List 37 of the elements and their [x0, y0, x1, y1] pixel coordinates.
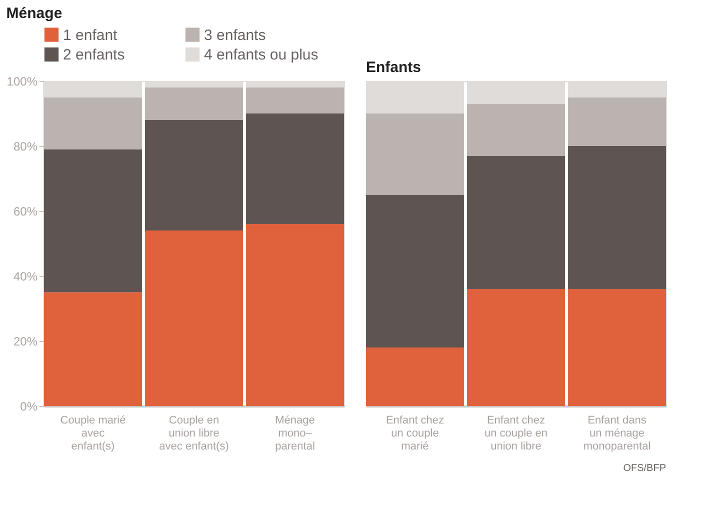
y-tick-label: 0% [20, 400, 38, 414]
bar [246, 114, 344, 224]
bar [246, 88, 344, 114]
bar [246, 224, 344, 406]
bar [366, 114, 464, 195]
x-tick-label: Couple marié avec enfant(s) [60, 414, 126, 452]
bar [145, 230, 243, 406]
bar [568, 146, 666, 289]
legend-label: 2 enfants [63, 46, 125, 64]
bar [467, 289, 565, 406]
y-tick-label: 60% [13, 204, 38, 218]
y-tick-label: 100% [6, 74, 38, 88]
x-tick-label: Ménage mono– parental [275, 414, 315, 452]
bar [366, 348, 464, 406]
y-tick-label: 80% [13, 140, 38, 154]
bar [467, 104, 565, 156]
bar [145, 88, 243, 120]
x-tick-label: Enfant dans un ménage monoparental [583, 414, 651, 452]
bar [366, 194, 464, 348]
bar [568, 289, 666, 406]
x-tick-label: Enfant chez un couple marié [386, 414, 444, 452]
text: OFS/BFP [623, 463, 666, 474]
x-tick-label: Enfant chez un couple en union libre [484, 414, 548, 452]
bar [44, 149, 142, 292]
bar [467, 156, 565, 289]
y-tick-label: 20% [13, 334, 38, 348]
chart-title: Enfants [366, 59, 422, 76]
bar [44, 292, 142, 406]
legend-label: 3 enfants [204, 26, 266, 44]
legend-label: 1 enfant [63, 26, 118, 44]
x-tick-label: Couple en union libre avec enfant(s) [159, 414, 229, 452]
legend-label: 4 enfants ou plus [204, 46, 318, 64]
chart-title: Ménage [6, 5, 62, 22]
bar [145, 120, 243, 230]
bar [44, 97, 142, 150]
y-tick-label: 40% [13, 270, 38, 284]
bar [568, 97, 666, 146]
